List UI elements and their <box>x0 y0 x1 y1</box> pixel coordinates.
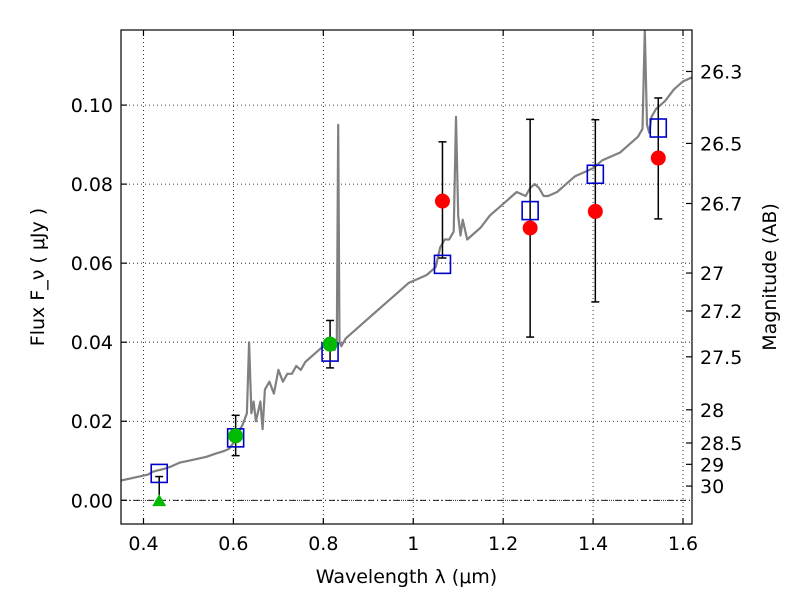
x-tick-label: 0.6 <box>218 533 248 555</box>
x-tick-label: 1 <box>407 533 419 555</box>
model-photometry-point <box>586 164 605 185</box>
ticks: 0.4 0.6 0.8 1 1.2 1.4 1.6 0.00 0.02 0.04 0.06 0.08 0… <box>71 30 742 555</box>
x-tick-label: 1.2 <box>488 533 518 555</box>
y-tick-label: 0.04 <box>71 332 113 354</box>
y-tick-label: 0.08 <box>71 174 113 196</box>
model-photometry-point <box>433 254 452 275</box>
right-tick-label: 29 <box>700 454 724 476</box>
right-tick-label: 27.5 <box>700 347 742 369</box>
right-tick-label: 26.7 <box>700 193 742 215</box>
right-tick-label: 26.5 <box>700 133 742 155</box>
right-tick-label: 26.3 <box>700 61 742 83</box>
x-tick-label: 0.4 <box>128 533 158 555</box>
x-tick-label: 1.4 <box>578 533 608 555</box>
y-tick-label: 0.06 <box>71 253 113 275</box>
y-tick-label: 0.10 <box>71 95 113 117</box>
grid <box>121 30 692 524</box>
axes-frame <box>120 29 693 525</box>
y-axis-label: Flux F_ν ( μJy ) <box>27 208 49 346</box>
right-tick-label: 30 <box>700 476 724 498</box>
x-axis-label: Wavelength λ (μm) <box>316 566 497 588</box>
observed-flux-point <box>322 336 338 352</box>
x-tick-label: 0.8 <box>308 533 338 555</box>
upper-limit-point <box>152 494 167 507</box>
x-tick-label: 1.6 <box>668 533 698 555</box>
observed-flux-point <box>587 203 603 219</box>
right-tick-label: 28.5 <box>700 433 742 455</box>
right-axis-label: Magnitude (AB) <box>759 203 781 351</box>
observed-flux-point <box>522 220 538 236</box>
observed-flux-point <box>228 428 244 444</box>
right-tick-label: 27.2 <box>700 301 742 323</box>
observed-flux-point <box>434 193 450 209</box>
model-photometry-point <box>649 118 668 138</box>
model-photometry-point <box>521 200 539 221</box>
right-tick-label: 28 <box>700 400 724 422</box>
plot-area <box>121 30 692 507</box>
model-spectrum-line <box>121 30 692 482</box>
observed-flux-point <box>650 150 666 166</box>
model-photometry-point <box>150 463 169 484</box>
right-tick-label: 27 <box>700 263 724 285</box>
y-tick-label: 0.02 <box>71 411 113 433</box>
y-tick-label: 0.00 <box>71 490 113 512</box>
